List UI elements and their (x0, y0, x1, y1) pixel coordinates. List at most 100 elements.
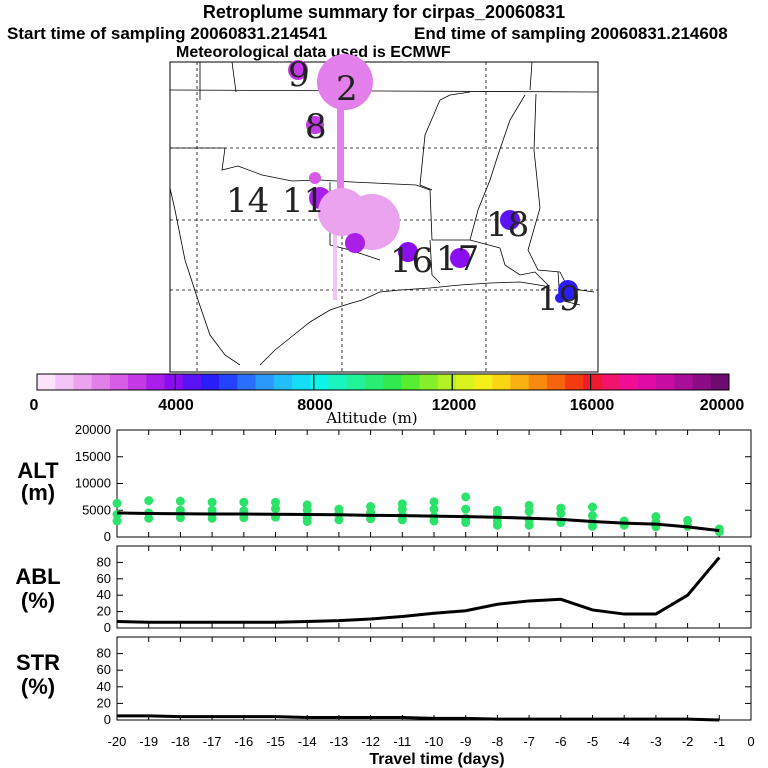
x-tick-label: -8 (492, 734, 504, 749)
scatter-point (175, 496, 185, 506)
alt-label-bottom: (m) (21, 480, 55, 505)
plume-dot-day2 (317, 54, 373, 110)
colorbar-tick-16000: 16000 (570, 397, 615, 414)
x-tick-label: -3 (650, 734, 662, 749)
scatter-point (397, 504, 407, 514)
colorbar-frame (36, 373, 730, 391)
plume-dot-day8 (306, 116, 324, 134)
y-tick-label: 80 (97, 646, 111, 661)
colorbar-swatch (273, 374, 293, 390)
colorbar-swatch (255, 374, 275, 390)
scatter-point (271, 504, 280, 514)
map-label-19: 19 (537, 279, 580, 319)
colorbar-swatch (692, 374, 712, 390)
scatter-point (112, 516, 122, 526)
abl-label-bottom: (%) (21, 588, 55, 613)
map-label-11: 11 (282, 181, 325, 221)
colorbar-label: Altitude (m) (325, 409, 417, 427)
map-label-14: 14 (226, 181, 269, 221)
colorbar-swatch (546, 374, 566, 390)
colorbar-swatch (219, 374, 238, 390)
colorbar-swatch (510, 374, 530, 390)
str-label-top: STR (16, 650, 60, 675)
x-tick-label: -17 (203, 734, 222, 749)
panel-labels: ALT (m) ABL (%) STR (%) (15, 458, 60, 699)
scatter-point (588, 521, 597, 531)
colorbar-swatch (182, 374, 202, 390)
map-label-18: 18 (486, 205, 529, 245)
scatter-point (112, 498, 122, 508)
plume-dot-day18 (500, 210, 520, 230)
plume-dot-day9 (288, 60, 308, 80)
scatter-point (461, 518, 471, 528)
colorbar-swatch (419, 374, 439, 390)
scatter-point (524, 520, 534, 530)
y-tick-label: 60 (97, 662, 111, 677)
y-tick-label: 0 (104, 712, 111, 727)
x-tick-label: -4 (618, 734, 630, 749)
x-tick-label: -2 (682, 734, 694, 749)
scatter-point (461, 492, 471, 502)
map-label-16: 16 (390, 241, 433, 281)
y-tick-label: 20 (97, 604, 111, 619)
colorbar-swatch (128, 374, 147, 390)
scatter-point (207, 513, 217, 523)
colorbar-swatch (310, 374, 329, 390)
colorbar-swatch (492, 374, 511, 390)
colorbar-swatch (401, 374, 420, 390)
x-tick-label: 0 (747, 734, 754, 749)
colorbar-swatch (437, 374, 457, 390)
colorbar-tick-4000: 4000 (158, 397, 194, 414)
colorbar-swatch (237, 374, 257, 390)
colorbar-tick-0: 0 (30, 397, 39, 414)
scatter-point (239, 497, 249, 507)
scatter-point (144, 496, 154, 506)
plume-dot-day12 (345, 233, 365, 253)
colorbar-tick-8000: 8000 (297, 397, 333, 414)
end-time-label: End time of sampling 20060831.214608 (414, 24, 728, 43)
scatter-point (556, 508, 566, 518)
scatter-point (588, 511, 597, 521)
x-tick-label: -14 (298, 734, 317, 749)
colorbar-tick-12000: 12000 (432, 397, 477, 414)
x-tick-label: -10 (425, 734, 444, 749)
colorbar-swatch (37, 374, 56, 390)
colorbar (36, 373, 730, 391)
colorbar-swatch (328, 374, 348, 390)
x-tick-label: -5 (587, 734, 599, 749)
panel-frame (116, 545, 752, 629)
y-tick-label: 40 (97, 679, 111, 694)
scatter-point (175, 513, 185, 523)
colorbar-swatch (291, 374, 311, 390)
colorbar-swatch (528, 374, 548, 390)
plume-dot-day16 (398, 242, 418, 262)
colorbar-swatch (164, 374, 184, 390)
map-label-2: 2 (336, 69, 358, 109)
colorbar-swatch (346, 374, 366, 390)
colorbar-swatch (364, 374, 384, 390)
scatter-point (461, 504, 471, 514)
start-time-label: Start time of sampling 20060831.214541 (7, 24, 328, 43)
scatter-point (207, 497, 217, 507)
plume-column-top (337, 75, 344, 220)
series-line-abl (116, 556, 721, 624)
map-panel: 9 2 8 14 11 16 17 18 19 (169, 54, 599, 373)
y-tick-label: 15000 (75, 449, 111, 464)
series-line-str (117, 714, 720, 722)
x-tick-label: -15 (266, 734, 285, 749)
y-tick-label: 80 (97, 554, 111, 569)
plume-dot-day20 (555, 293, 565, 303)
colorbar-swatch (656, 374, 675, 390)
colorbar-swatch (601, 374, 621, 390)
x-tick-label: -1 (714, 734, 726, 749)
colorbar-swatch (55, 374, 74, 390)
x-tick-label: -11 (393, 734, 411, 749)
x-tick-label: -19 (139, 734, 158, 749)
x-tick-label: -12 (361, 734, 380, 749)
colorbar-swatch (383, 374, 402, 390)
colorbar-swatch (109, 374, 129, 390)
scatter-point (271, 497, 280, 507)
y-tick-label: 10000 (75, 476, 111, 491)
